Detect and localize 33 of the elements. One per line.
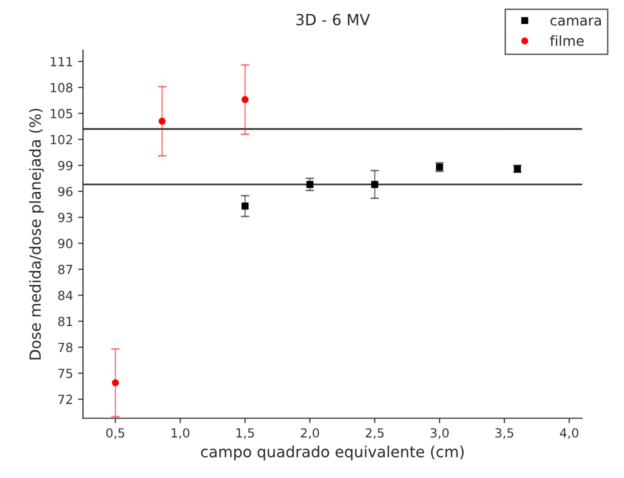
x-tick-label: 2,5: [366, 428, 384, 439]
y-tick-label: 87: [58, 264, 72, 274]
y-tick-label: 90: [58, 238, 72, 248]
x-tick-label: 1,5: [236, 428, 254, 439]
y-tick-label: 81: [58, 316, 72, 326]
y-tick-label: 111: [50, 57, 72, 66]
y-tick-label: 84: [58, 290, 73, 300]
y-tick-label: 75: [58, 368, 72, 378]
point: [371, 180, 378, 188]
x-tick-label: 4,0: [560, 428, 578, 439]
y-tick-label: 102: [50, 134, 72, 144]
point: [242, 96, 249, 104]
y-tick-label: 108: [50, 82, 72, 92]
y-tick-label: 105: [50, 108, 72, 118]
point: [242, 202, 249, 210]
x-tick-label: 3,5: [495, 428, 514, 439]
x-tick-label: 0,5: [106, 428, 124, 439]
point: [306, 180, 314, 188]
y-tick-label: 93: [58, 212, 72, 222]
y-axis-title: Dose medida/dose planejada (%): [29, 108, 44, 360]
legend-label: filme: [550, 35, 584, 46]
x-tick-label: 3,0: [430, 428, 449, 439]
y-tick-label: 78: [58, 342, 72, 352]
y-tick-label: 72: [58, 394, 72, 404]
legend-label: camara: [550, 18, 601, 26]
point: [112, 379, 119, 386]
x-tick-label: 1,0: [172, 428, 190, 439]
y-tick-label: 99: [58, 160, 72, 170]
x-axis-title: campo quadrado equivalente (cm): [201, 446, 464, 460]
x-tick-label: 2,0: [300, 428, 320, 439]
point: [158, 118, 166, 125]
chart-title: 3D - 6 MV: [296, 14, 370, 26]
y-tick-label: 96: [58, 186, 72, 196]
